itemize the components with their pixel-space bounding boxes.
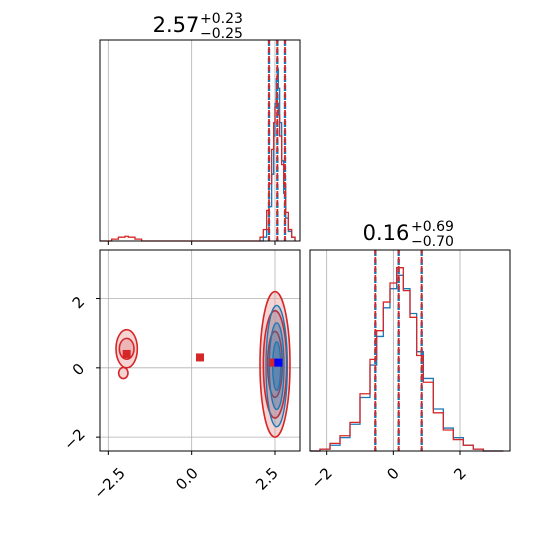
hist2-title-value: 0.16: [363, 221, 410, 245]
hist2-series-red: [310, 267, 504, 452]
red-square-marker: [122, 349, 131, 358]
hist2-xtick-label: −2: [307, 464, 335, 492]
contour-ytick-label: 2: [69, 293, 88, 312]
hist1-series-red: [100, 97, 296, 242]
hist2-frame: [309, 249, 511, 452]
hist1-title-plus: +0.23: [200, 11, 243, 27]
hist2-xtick-label: 0: [383, 464, 402, 483]
contour-xtick-label: −2.5: [90, 464, 128, 502]
contour-xtick-label: 0.0: [172, 464, 202, 494]
hist2-title-plus: +0.69: [411, 219, 454, 235]
hist-param-1-panel: [99, 39, 301, 245]
hist-param-2-panel: [309, 249, 511, 455]
blue-square-marker: [274, 358, 283, 367]
contour-ytick-label: −2: [60, 425, 88, 453]
hist1-title-minus: −0.25: [200, 26, 243, 42]
hist2-xtick-label: 2: [450, 464, 469, 483]
red-square-marker: [196, 353, 204, 362]
contour-xtick-label: 2.5: [252, 464, 282, 494]
hist1-title: 2.57: [153, 13, 200, 37]
contour-ytick-label: 0: [69, 360, 88, 379]
contour-frame: [99, 249, 301, 452]
hist2-series-blue: [310, 274, 504, 452]
hist1-frame: [99, 39, 301, 242]
hist1-title-value: 2.57: [153, 13, 200, 37]
red-square-marker: [269, 358, 278, 367]
hist2-title-minus: −0.70: [411, 234, 454, 250]
red-contour-level: [117, 366, 129, 380]
contour-panel: [96, 249, 301, 455]
